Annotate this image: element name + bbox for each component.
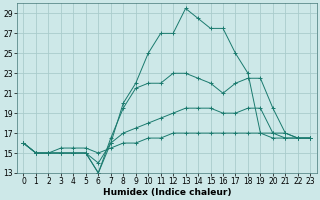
X-axis label: Humidex (Indice chaleur): Humidex (Indice chaleur): [103, 188, 231, 197]
